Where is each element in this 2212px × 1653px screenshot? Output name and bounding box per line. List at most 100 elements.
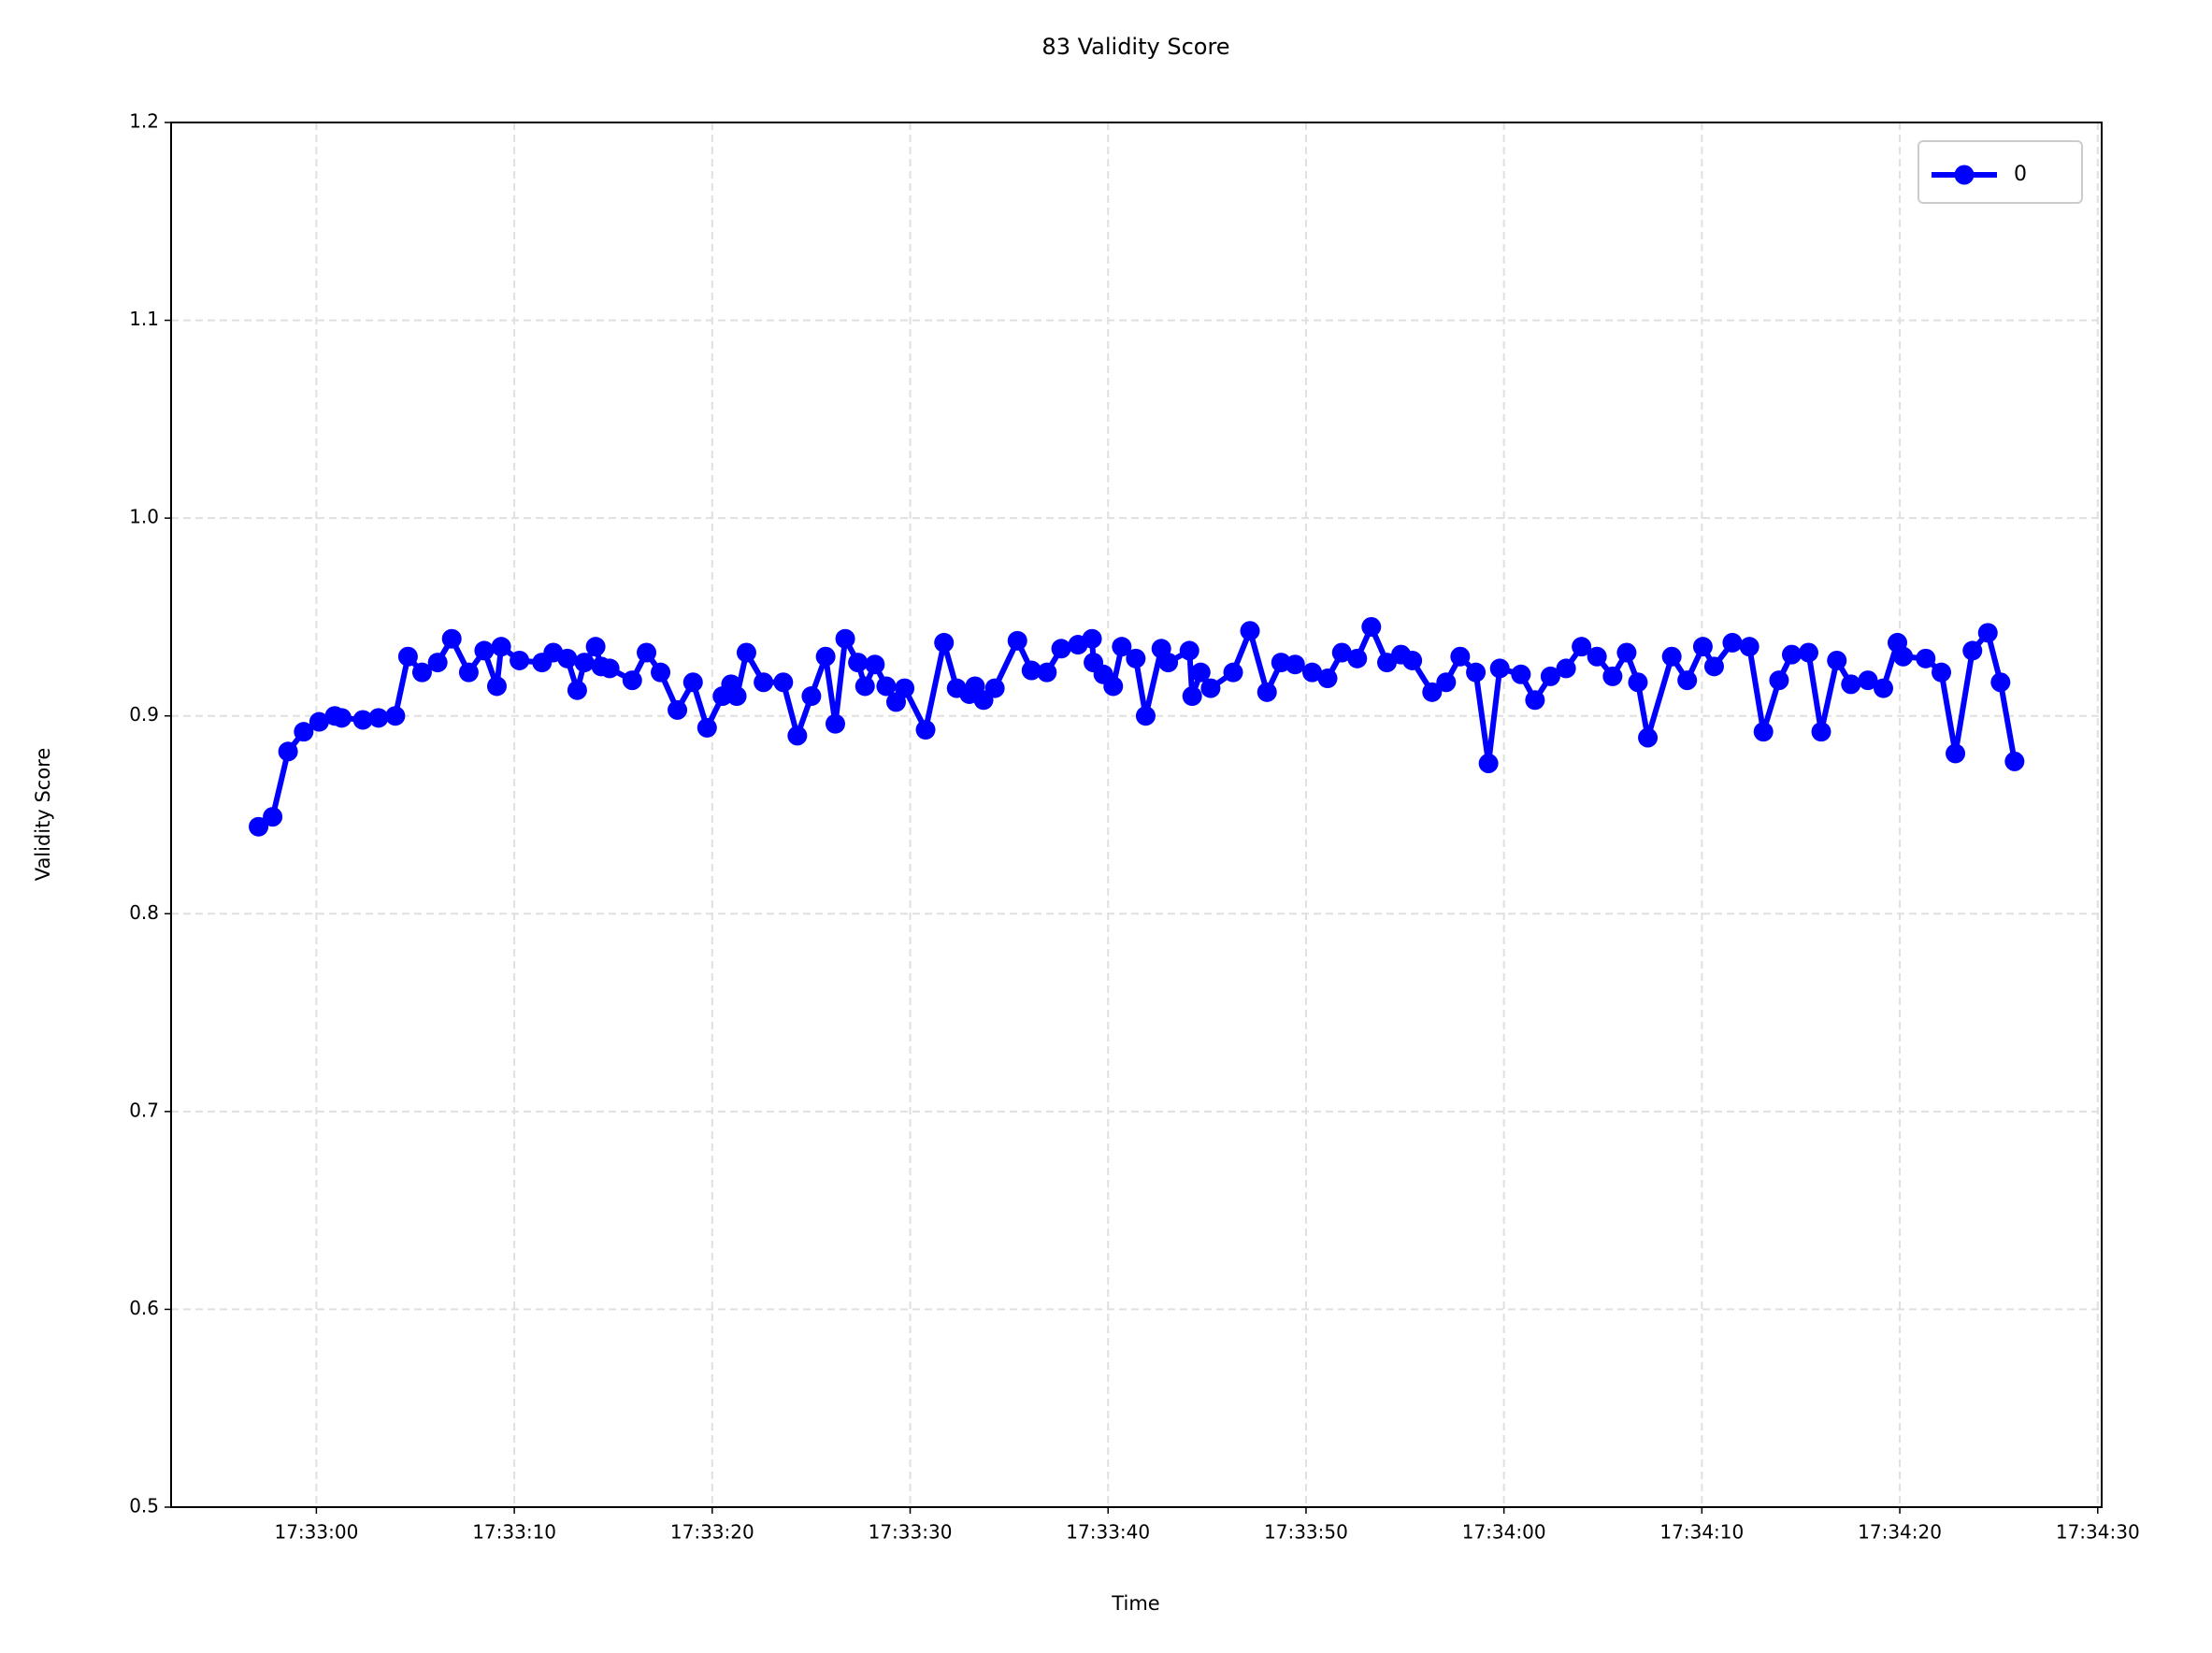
x-tick-label: 17:34:30 — [2056, 1521, 2140, 1544]
x-tick-label: 17:33:20 — [670, 1521, 754, 1544]
data-point — [1361, 617, 1382, 638]
data-point — [1103, 676, 1124, 697]
data-point — [1190, 662, 1211, 683]
data-point — [1873, 678, 1893, 698]
data-point — [637, 642, 657, 663]
data-point — [1478, 753, 1499, 773]
data-point — [1781, 644, 1802, 665]
data-point — [1587, 646, 1607, 667]
data-point — [1301, 662, 1322, 683]
data-point — [2004, 751, 2025, 771]
y-tick-label: 0.7 — [129, 1099, 159, 1121]
data-point — [865, 654, 885, 675]
data-point — [1436, 672, 1457, 693]
data-point — [486, 676, 507, 697]
data-point — [1932, 662, 1952, 683]
data-point — [1753, 722, 1774, 742]
data-point — [294, 722, 314, 742]
data-point — [567, 680, 587, 700]
data-point — [1661, 646, 1682, 667]
data-point — [309, 712, 329, 732]
data-point — [1628, 672, 1648, 693]
data-point — [331, 708, 352, 728]
data-point — [510, 650, 530, 670]
data-point — [1511, 664, 1531, 684]
data-point — [825, 713, 845, 734]
data-point — [1540, 666, 1560, 686]
x-tick-label: 17:34:10 — [1659, 1521, 1744, 1544]
data-point — [1285, 654, 1305, 675]
data-point — [1007, 630, 1027, 651]
data-point — [557, 648, 578, 668]
data-point — [1402, 650, 1423, 670]
data-point — [651, 662, 671, 683]
data-point — [599, 658, 620, 679]
data-point — [1990, 672, 2011, 693]
data-point — [1051, 639, 1071, 659]
x-tick-label: 17:33:40 — [1066, 1521, 1150, 1544]
data-point — [1158, 653, 1179, 673]
data-point — [876, 676, 897, 697]
data-point — [1962, 640, 1983, 661]
data-point — [1602, 666, 1623, 686]
data-point — [1977, 623, 1998, 643]
data-point — [682, 672, 703, 693]
data-point — [1769, 670, 1789, 691]
data-point — [278, 741, 298, 762]
data-point — [1858, 670, 1878, 691]
y-tick-label: 0.6 — [129, 1297, 159, 1319]
data-point — [815, 646, 836, 667]
chart-title: 83 Validity Score — [1041, 34, 1229, 60]
data-point — [1200, 678, 1221, 698]
data-point — [1722, 632, 1743, 653]
data-point — [1331, 642, 1352, 663]
data-point — [263, 807, 283, 827]
data-point — [574, 653, 595, 673]
y-tick-label: 1.0 — [129, 506, 159, 528]
x-tick-label: 17:33:00 — [274, 1521, 358, 1544]
x-tick-label: 17:33:10 — [472, 1521, 556, 1544]
data-point — [385, 706, 406, 726]
legend-label: 0 — [2014, 163, 2027, 186]
x-tick-label: 17:34:00 — [1462, 1521, 1546, 1544]
data-point — [697, 717, 717, 738]
data-point — [1135, 706, 1156, 726]
data-point — [1021, 660, 1041, 681]
axes-frame — [170, 122, 2103, 1508]
data-point — [1811, 722, 1831, 742]
x-tick-label: 17:33:30 — [869, 1521, 953, 1544]
data-point — [441, 628, 462, 649]
data-point — [1223, 662, 1243, 683]
data-point — [1240, 621, 1260, 641]
x-tick-label: 17:33:50 — [1264, 1521, 1348, 1544]
data-point — [668, 699, 688, 720]
data-point — [1489, 658, 1510, 679]
data-point — [835, 628, 855, 649]
data-point — [1703, 656, 1724, 677]
data-point — [1082, 628, 1102, 649]
y-tick-label: 0.5 — [129, 1495, 159, 1517]
data-point — [848, 653, 869, 673]
data-point — [585, 637, 606, 657]
data-point — [1638, 727, 1659, 748]
data-point — [1422, 682, 1443, 702]
data-point — [1827, 650, 1847, 670]
data-point — [984, 678, 1005, 698]
data-point — [1466, 662, 1487, 683]
data-point — [1841, 674, 1861, 695]
data-point — [411, 662, 432, 683]
data-point — [1572, 637, 1592, 657]
data-point — [895, 678, 915, 698]
data-point — [352, 710, 373, 730]
legend-box — [1918, 140, 2083, 204]
data-point — [1893, 646, 1914, 667]
data-point — [754, 672, 774, 693]
data-point — [1916, 648, 1936, 668]
data-point — [458, 662, 479, 683]
data-point — [1257, 682, 1277, 702]
data-point — [397, 646, 418, 667]
data-point — [915, 720, 936, 740]
